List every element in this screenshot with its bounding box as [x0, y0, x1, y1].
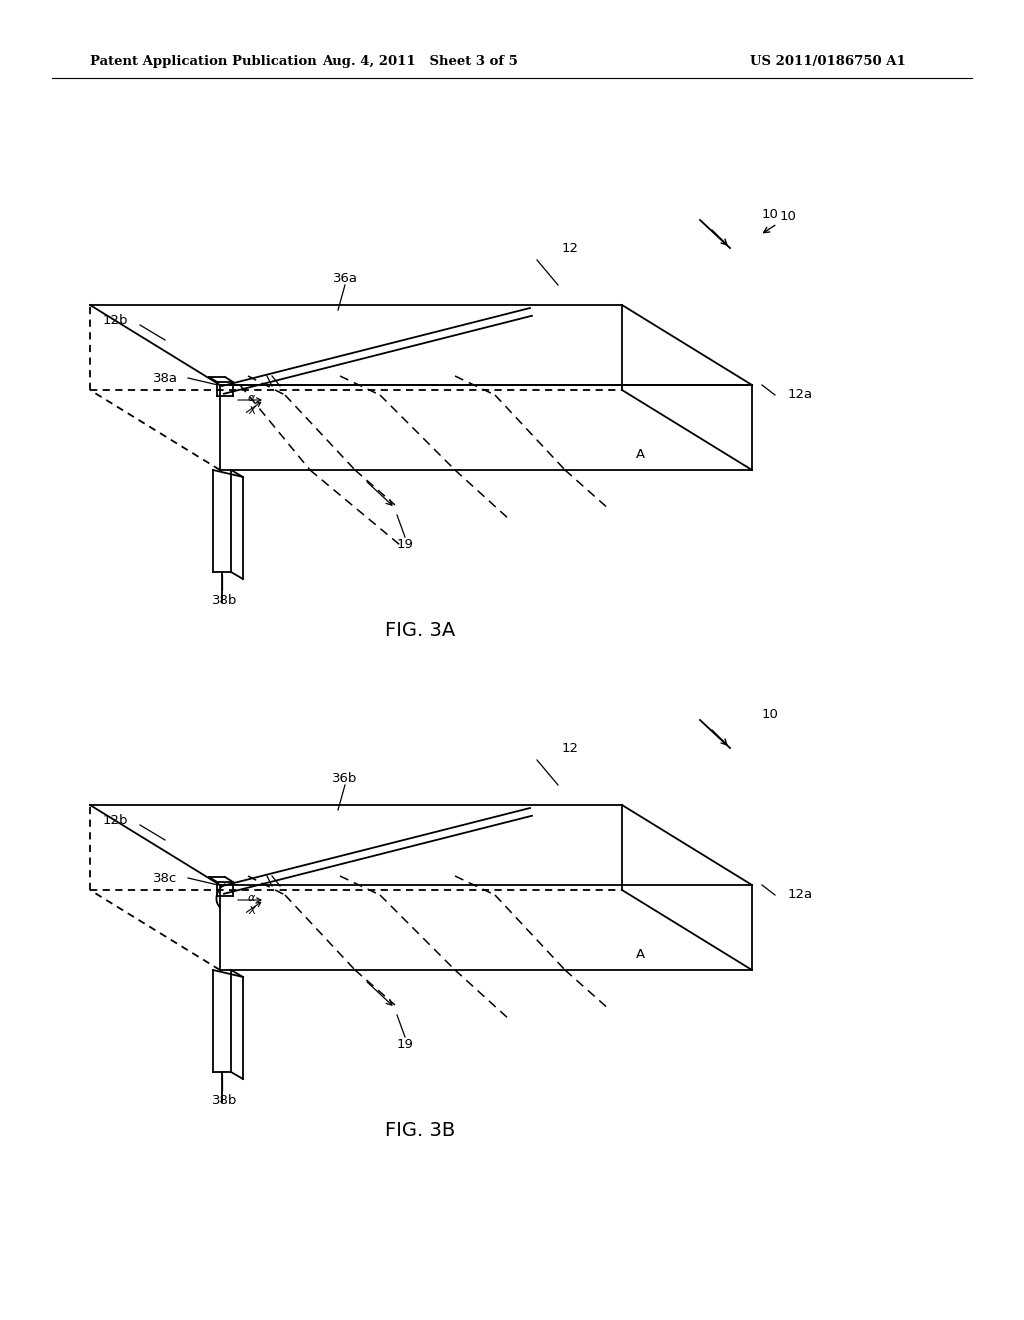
Text: 36a: 36a — [333, 272, 357, 285]
Text: A: A — [636, 449, 644, 462]
Text: 10: 10 — [762, 709, 778, 722]
Text: A: A — [636, 949, 644, 961]
Text: 12: 12 — [561, 742, 579, 755]
Text: 12a: 12a — [788, 388, 813, 401]
Text: FIG. 3B: FIG. 3B — [385, 1121, 455, 1139]
Text: 36b: 36b — [333, 771, 357, 784]
Text: 12a: 12a — [788, 888, 813, 902]
Text: 38b: 38b — [212, 1093, 238, 1106]
Text: Patent Application Publication: Patent Application Publication — [90, 55, 316, 69]
Text: US 2011/0186750 A1: US 2011/0186750 A1 — [750, 55, 906, 69]
Text: X: X — [249, 407, 256, 416]
Text: 12b: 12b — [102, 813, 128, 826]
Text: 19: 19 — [396, 1039, 414, 1052]
Text: 10: 10 — [764, 210, 797, 232]
Text: $\alpha$: $\alpha$ — [248, 393, 257, 403]
Text: X: X — [249, 906, 256, 916]
Text: 38c: 38c — [153, 871, 177, 884]
Text: 38b: 38b — [212, 594, 238, 606]
Text: 38a: 38a — [153, 371, 177, 384]
Text: FIG. 3A: FIG. 3A — [385, 620, 455, 639]
Text: 19: 19 — [396, 539, 414, 552]
Text: 12b: 12b — [102, 314, 128, 326]
Text: 12: 12 — [561, 242, 579, 255]
Text: 10: 10 — [762, 209, 778, 222]
Text: Aug. 4, 2011   Sheet 3 of 5: Aug. 4, 2011 Sheet 3 of 5 — [323, 55, 518, 69]
Text: $\alpha$: $\alpha$ — [248, 894, 257, 903]
